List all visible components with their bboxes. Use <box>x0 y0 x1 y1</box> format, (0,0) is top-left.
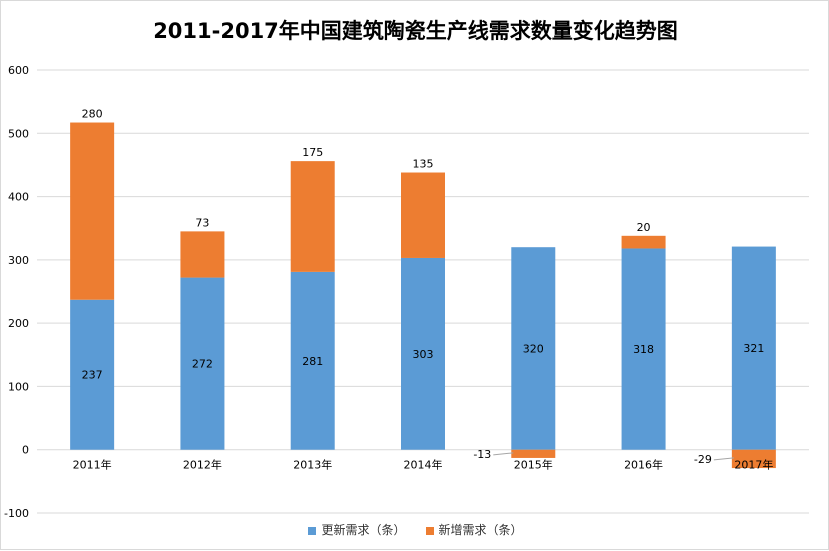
x-tick-label: 2013年 <box>293 458 332 472</box>
legend-item: 更新需求（条） <box>308 521 406 538</box>
data-label-update: 318 <box>633 343 654 356</box>
bar-update-demand <box>290 271 335 450</box>
data-label-leader <box>713 457 734 461</box>
data-label-update: 237 <box>82 369 103 382</box>
x-tick-label: 2014年 <box>404 458 443 472</box>
legend-label: 更新需求（条） <box>321 523 406 537</box>
x-tick-label: 2015年 <box>514 458 553 472</box>
chart-legend: 更新需求（条） 新增需求（条） <box>1 521 829 538</box>
legend-swatch <box>425 526 434 535</box>
data-label-new: 175 <box>302 146 323 159</box>
bar-new-demand <box>511 449 556 458</box>
y-tick-label: 200 <box>8 317 29 330</box>
legend-item: 新增需求（条） <box>425 521 523 538</box>
y-tick-label: 400 <box>8 191 29 204</box>
x-tick-label: 2011年 <box>73 458 112 472</box>
data-label-update: 272 <box>192 358 213 371</box>
data-label-update: 281 <box>302 355 323 368</box>
bar-new-demand <box>621 235 666 249</box>
data-label-new: 280 <box>82 108 103 121</box>
bar-new-demand <box>180 231 225 278</box>
bar-update-demand <box>401 257 445 450</box>
chart-title: 2011-2017年中国建筑陶瓷生产线需求数量变化趋势图 <box>153 19 678 43</box>
data-label-update: 303 <box>413 348 434 361</box>
data-label-update: 321 <box>743 342 764 355</box>
y-tick-label: 600 <box>8 64 29 77</box>
y-tick-label: 500 <box>8 127 29 140</box>
legend-swatch <box>308 526 317 535</box>
data-label-update: 320 <box>523 342 544 355</box>
bar-update-demand <box>180 277 225 450</box>
y-tick-label: 0 <box>22 444 29 457</box>
data-label-new: 20 <box>637 221 651 234</box>
bar-update-demand <box>70 299 115 450</box>
x-tick-label: 2012年 <box>183 458 222 472</box>
legend-label: 新增需求（条） <box>438 523 523 537</box>
bar-new-demand <box>731 449 776 469</box>
bar-update-demand <box>511 247 556 450</box>
data-label-new: -29 <box>694 453 712 466</box>
bar-update-demand <box>621 248 666 450</box>
bar-new-demand <box>401 172 445 258</box>
data-label-new: 73 <box>195 216 209 229</box>
data-label-new: 135 <box>413 158 434 171</box>
y-tick-label: -100 <box>4 507 29 520</box>
bar-update-demand <box>731 246 776 450</box>
y-tick-label: 100 <box>8 380 29 393</box>
bar-new-demand <box>290 161 335 272</box>
data-label-new: -13 <box>473 448 491 461</box>
data-label-leader <box>493 452 514 456</box>
y-tick-label: 300 <box>8 254 29 267</box>
bar-new-demand <box>70 122 115 300</box>
x-tick-label: 2016年 <box>624 458 663 472</box>
x-tick-label: 2017年 <box>734 458 773 472</box>
